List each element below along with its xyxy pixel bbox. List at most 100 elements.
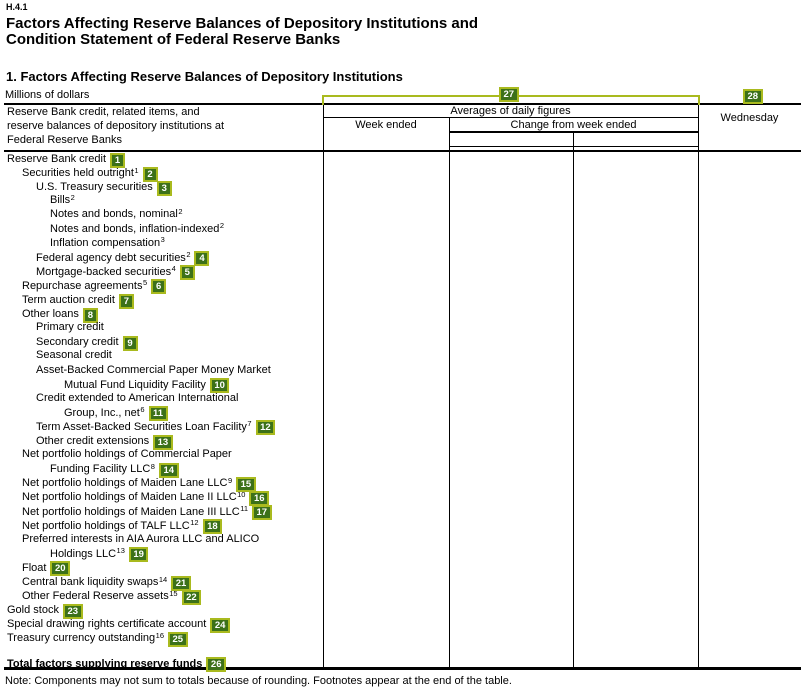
table-row[interactable]: Net portfolio holdings of Maiden Lane II… <box>0 504 272 520</box>
row-label: Notes and bonds, nominal <box>50 208 178 221</box>
table-row[interactable]: Special drawing rights certificate accou… <box>0 617 230 633</box>
row-label: Federal agency debt securities <box>36 251 186 264</box>
som-marker-10[interactable]: 10 <box>209 378 230 394</box>
som-marker-28[interactable]: 28 <box>743 89 763 104</box>
som-marker-13[interactable]: 13 <box>153 434 173 450</box>
som-marker-4[interactable]: 4 <box>194 251 210 267</box>
table-row[interactable]: Other credit extensions 13 <box>0 434 173 450</box>
row-label: Net portfolio holdings of TALF LLC <box>22 519 190 532</box>
row-label: Bills <box>50 194 71 207</box>
som-marker-20[interactable]: 20 <box>50 561 71 577</box>
table-bottom-border <box>4 667 801 670</box>
section-heading: 1. Factors Affecting Reserve Balances of… <box>6 69 403 84</box>
row-label: Securities held outright <box>22 167 134 180</box>
table-row[interactable]: Term Asset-Backed Securities Loan Facili… <box>0 419 276 436</box>
row-label: Seasonal credit <box>36 349 112 362</box>
som-marker-1[interactable]: 1 <box>110 152 126 168</box>
table-row[interactable]: Total factors supplying reserve funds 26 <box>0 657 226 672</box>
column-divider-week-ended <box>448 117 450 668</box>
table-row: Primary credit <box>0 321 104 336</box>
som-marker-21[interactable]: 21 <box>171 575 191 591</box>
som-marker-24[interactable]: 24 <box>210 617 230 633</box>
table-row[interactable]: Treasury currency outstanding16 25 <box>0 631 188 647</box>
table-row[interactable]: Central bank liquidity swaps14 21 <box>0 575 191 591</box>
table-row[interactable]: Group, Inc., net6 11 <box>0 405 168 422</box>
footnote-reference: 5 <box>142 278 148 288</box>
row-label: Net portfolio holdings of Maiden Lane II… <box>22 491 237 504</box>
table-row[interactable]: U.S. Treasury securities 3 <box>0 180 172 196</box>
som-marker-8[interactable]: 8 <box>82 307 98 323</box>
footnote-reference: 3 <box>160 235 165 245</box>
som-marker-14[interactable]: 14 <box>158 462 179 478</box>
som-marker-11[interactable]: 11 <box>148 406 168 422</box>
column-group-header-averages[interactable]: Averages of daily figures <box>450 105 571 117</box>
som-marker-22[interactable]: 22 <box>181 589 202 605</box>
table-row[interactable]: Repurchase agreements5 6 <box>0 278 167 295</box>
som-marker-26[interactable]: 26 <box>206 657 226 672</box>
table-body-rows: Reserve Bank credit 1 Securities held outr… <box>0 152 801 672</box>
column-divider-wednesday <box>697 103 699 668</box>
table-row[interactable]: Other Federal Reserve assets15 22 <box>0 589 202 605</box>
row-label: Notes and bonds, inflation-indexed <box>50 222 220 235</box>
table-row[interactable]: Mortgage-backed securities4 5 <box>0 264 195 281</box>
som-marker-27[interactable]: 27 <box>499 87 519 102</box>
som-marker-2[interactable]: 2 <box>142 166 158 182</box>
footnote-reference: 8 <box>150 461 155 471</box>
footnote-reference: 2 <box>70 192 75 202</box>
table-row[interactable]: Federal agency debt securities2 4 <box>0 250 210 267</box>
table-row[interactable]: Securities held outright1 2 <box>0 165 158 182</box>
footnote-reference: 4 <box>171 264 176 274</box>
footnote-reference: 13 <box>116 546 125 556</box>
som-marker-19[interactable]: 19 <box>128 547 149 563</box>
table-row: Notes and bonds, nominal2 <box>0 207 182 223</box>
line-under-column-group <box>323 116 698 119</box>
som-marker-7[interactable]: 7 <box>118 293 134 309</box>
som-marker-9[interactable]: 9 <box>122 335 138 351</box>
table-row[interactable]: Reserve Bank credit 1 <box>0 152 126 168</box>
table-row[interactable]: Net portfolio holdings of Maiden Lane LL… <box>0 476 256 492</box>
row-label: Repurchase agreements <box>22 279 143 292</box>
som-marker-18[interactable]: 18 <box>202 519 223 535</box>
som-marker-5[interactable]: 5 <box>179 265 195 281</box>
som-marker-12[interactable]: 12 <box>255 420 276 436</box>
row-label: Net portfolio holdings of Maiden Lane II… <box>22 505 240 518</box>
stub-header-line1: Reserve Bank credit, related items, and <box>7 106 200 118</box>
stub-header-line3: Federal Reserve Banks <box>7 134 122 146</box>
footnote-reference: 2 <box>219 221 225 230</box>
som-marker-6[interactable]: 6 <box>151 279 167 295</box>
column-header-change-from-week-ended: Change from week ended <box>510 119 637 131</box>
som-marker-25[interactable]: 25 <box>168 631 188 647</box>
row-label: Funding Facility LLC <box>50 463 151 476</box>
table-row[interactable]: Float 20 <box>0 561 71 577</box>
column-header-wednesday[interactable]: Wednesday <box>720 112 779 124</box>
table-row[interactable]: Other loans 8 <box>0 307 98 323</box>
som-marker-16[interactable]: 16 <box>249 490 270 506</box>
table-row[interactable]: Mutual Fund Liquidity Facility 10 <box>0 378 230 394</box>
row-label: Other Federal Reserve assets <box>22 590 169 603</box>
row-label: Primary credit <box>36 321 104 334</box>
row-label: Float <box>22 561 47 574</box>
table-row[interactable]: Funding Facility LLC8 14 <box>0 461 179 478</box>
table-row[interactable]: Secondary credit 9 <box>0 335 138 351</box>
som-marker-17[interactable]: 17 <box>252 505 272 520</box>
footnote-reference: 1 <box>134 165 139 175</box>
table-row[interactable]: Term auction credit 7 <box>0 293 134 309</box>
row-label: Group, Inc., net <box>64 406 140 419</box>
stub-header-line2: reserve balances of depository instituti… <box>7 120 225 132</box>
row-label: Credit extended to American Internationa… <box>36 391 239 404</box>
row-label: Central bank liquidity swaps <box>22 576 159 588</box>
table-row: Preferred interests in AIA Aurora LLC an… <box>0 533 259 548</box>
header-bottom-border <box>4 149 801 152</box>
som-marker-23[interactable]: 23 <box>62 603 83 619</box>
table-row[interactable]: Net portfolio holdings of TALF LLC12 18 <box>0 518 223 535</box>
row-label: Preferred interests in AIA Aurora LLC an… <box>22 532 260 545</box>
row-label: Mortgage-backed securities <box>36 265 172 278</box>
table-row[interactable]: Holdings LLC13 19 <box>0 546 149 563</box>
table-row[interactable]: Net portfolio holdings of Maiden Lane II… <box>0 490 270 506</box>
table-row[interactable]: Gold stock 23 <box>0 603 83 619</box>
som-marker-15[interactable]: 15 <box>236 476 256 492</box>
row-label: Mutual Fund Liquidity Facility <box>64 378 206 391</box>
som-marker-3[interactable]: 3 <box>156 180 172 196</box>
page-title-line1: Factors Affecting Reserve Balances of De… <box>6 15 479 32</box>
